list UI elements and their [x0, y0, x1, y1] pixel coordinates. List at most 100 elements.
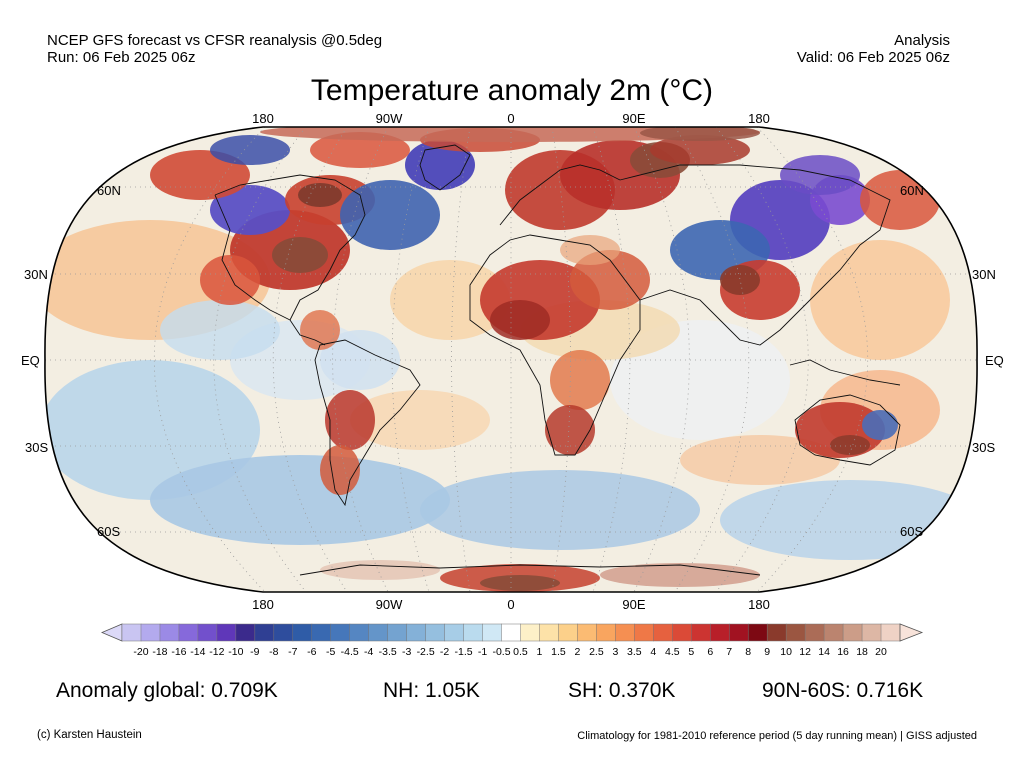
- anomaly-patch: [260, 127, 760, 142]
- lon-label-bottom-0: 0: [507, 597, 515, 612]
- colorbar-tick-label: -1.5: [454, 646, 473, 658]
- colorbar-tick-label: -1: [477, 646, 488, 658]
- header-right1: Analysis: [894, 32, 950, 49]
- lat-label-right-30n: 30N: [972, 267, 996, 282]
- coastline: [469, 234, 641, 456]
- colorbar-tick-label: -6: [307, 646, 317, 658]
- anomaly-patch: [298, 183, 342, 207]
- anomaly-patch: [150, 455, 450, 545]
- colorbar-swatch: [766, 623, 787, 642]
- colorbar-tick-label: 1: [536, 646, 543, 658]
- anomaly-patch: [150, 150, 250, 200]
- anomaly-patch: [44, 360, 260, 500]
- map-field: [44, 127, 978, 592]
- colorbar-swatch: [292, 623, 313, 642]
- colorbar-tick-label: 12: [799, 646, 811, 658]
- colorbar-tick-label: 10: [780, 646, 792, 658]
- header-line1: NCEP GFS forecast vs CFSR reanalysis @0.…: [47, 32, 383, 49]
- coastline: [314, 339, 421, 507]
- colorbar-tick-label: 5: [688, 646, 695, 658]
- colorbar-swatch: [159, 623, 180, 642]
- colorbar-swatch: [311, 623, 332, 642]
- lon-label-top-180w: 180: [252, 111, 274, 126]
- lat-label-right-eq: EQ: [985, 353, 1004, 368]
- colorbar-swatch: [728, 623, 749, 642]
- anomaly-patch: [720, 480, 978, 560]
- colorbar-swatch: [823, 623, 844, 642]
- anomaly-patch: [600, 563, 760, 587]
- header-line2: Run: 06 Feb 2025 06z: [47, 49, 196, 66]
- colorbar-tick-label: -16: [171, 646, 187, 658]
- colorbar-tick-label: 1.5: [551, 646, 566, 658]
- colorbar-tick-label: -5: [326, 646, 336, 658]
- colorbar-swatch: [254, 623, 275, 642]
- lat-label-left-60n: 60N: [97, 183, 121, 198]
- anomaly-patch: [390, 260, 510, 340]
- stat-nh: NH: 1.05K: [383, 679, 480, 702]
- colorbar-tick-label: -2: [439, 646, 450, 658]
- colorbar-swatch: [709, 623, 730, 642]
- colorbar-tick-label: -9: [250, 646, 260, 658]
- colorbar-tick-label: 3: [612, 646, 619, 658]
- colorbar-tick-label: -7: [288, 646, 298, 658]
- colorbar-swatch: [273, 623, 294, 642]
- anomaly-patch: [325, 390, 375, 450]
- colorbar-swatch: [785, 623, 806, 642]
- colorbar-tick-label: -12: [209, 646, 225, 658]
- colorbar-tick-label: 4.5: [664, 646, 680, 658]
- colorbar-tick-label: 16: [837, 646, 849, 658]
- colorbar-tick-label: 2.5: [589, 646, 604, 658]
- colorbar-swatch: [178, 623, 199, 642]
- colorbar-swatch: [368, 623, 389, 642]
- colorbar-tick-label: 9: [764, 646, 771, 658]
- map-outline: [44, 126, 978, 593]
- lon-label-top-90e: 90E: [622, 111, 646, 126]
- colorbar-tick-label: -20: [133, 646, 149, 658]
- colorbar-swatch: [634, 623, 654, 642]
- colorbar-swatch: [861, 623, 882, 642]
- colorbar-swatch: [672, 623, 692, 642]
- lat-label-right-60n: 60N: [900, 183, 924, 198]
- colorbar-tick-label: 0.5: [513, 646, 528, 658]
- colorbar-tick-label: 3.5: [627, 646, 642, 658]
- anomaly-patch: [780, 155, 860, 195]
- colorbar-tick-label: -4: [364, 646, 374, 658]
- graticule-lon: [391, 127, 430, 592]
- colorbar-left-arrow: [100, 623, 123, 642]
- anomaly-patch: [810, 240, 950, 360]
- anomaly-patch: [830, 435, 870, 455]
- colorbar-swatch: [463, 623, 484, 642]
- colorbar-swatch: [140, 623, 161, 642]
- colorbar-swatch: [406, 623, 427, 642]
- colorbar-swatch: [804, 623, 825, 642]
- colorbar-swatch: [330, 623, 351, 642]
- footer-credit: (c) Karsten Haustein: [37, 729, 142, 741]
- colorbar-swatch: [235, 623, 256, 642]
- colorbar-swatch: [216, 623, 237, 642]
- anomaly-patch: [160, 300, 280, 360]
- colorbar-swatch: [691, 623, 711, 642]
- coastline: [789, 359, 901, 386]
- anomaly-patch: [340, 180, 440, 250]
- map-title: Temperature anomaly 2m (°C): [310, 74, 714, 107]
- lon-label-top-180e: 180: [748, 111, 770, 126]
- lat-label-right-30s: 30S: [972, 440, 996, 455]
- anomaly-patch: [560, 235, 620, 265]
- colorbar-swatch: [121, 623, 142, 642]
- colorbar-tick-label: -8: [269, 646, 279, 658]
- colorbar-swatch: [387, 623, 408, 642]
- graticule-lon: [715, 127, 809, 592]
- header-right2: Valid: 06 Feb 2025 06z: [796, 49, 950, 66]
- colorbar-swatch: [520, 623, 541, 642]
- lon-label-top-90w: 90W: [375, 111, 403, 126]
- coastline: [499, 164, 621, 226]
- lat-label-left-60s: 60S: [97, 524, 121, 539]
- lon-label-bottom-180w: 180: [252, 597, 274, 612]
- colorbar-swatch: [197, 623, 218, 642]
- stat-sh: SH: 0.370K: [568, 679, 676, 702]
- colorbar-swatch: [747, 623, 768, 642]
- anomaly-patch: [405, 140, 475, 190]
- lon-label-top-0: 0: [507, 111, 515, 126]
- coastline: [299, 564, 761, 576]
- colorbar-swatch: [482, 623, 503, 642]
